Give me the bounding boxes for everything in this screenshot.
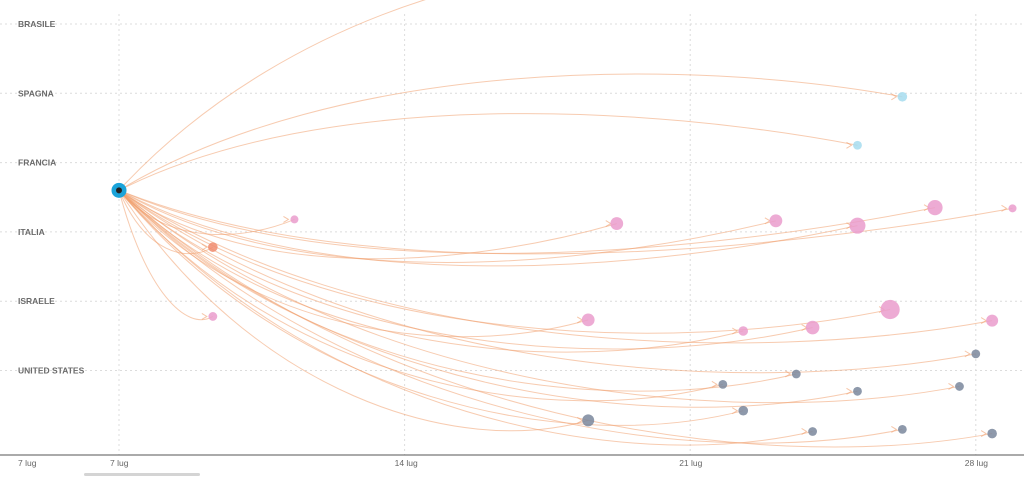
link-path [118, 189, 813, 350]
event-node[interactable] [897, 425, 907, 434]
link-path [118, 189, 976, 374]
event-node[interactable] [791, 369, 801, 379]
event-node[interactable] [897, 91, 908, 102]
row-label: ITALIA [18, 227, 45, 237]
link-arrowhead [1001, 204, 1008, 212]
event-node[interactable] [927, 200, 943, 216]
label-layer: BRASILE SPAGNA FRANCIA ITALIA ISRAELE UNITED … [18, 19, 988, 468]
link-arrowhead [891, 93, 898, 101]
x-tick-label: 7 lug [110, 458, 129, 468]
link-arrowhead [948, 383, 955, 390]
link-path [118, 190, 589, 432]
link-arrowhead [980, 317, 988, 325]
row-label: SPAGNA [18, 88, 54, 98]
link-arrowhead [846, 141, 853, 149]
x-tick-label: 7 lug [18, 458, 37, 468]
event-node[interactable] [582, 414, 595, 427]
link-path [118, 189, 903, 444]
row-label: ISRAELE [18, 296, 55, 306]
event-node[interactable] [853, 386, 862, 396]
event-node[interactable] [718, 379, 728, 389]
row-label: BRASILE [18, 19, 56, 29]
link-arrowhead [731, 407, 739, 415]
row-label: UNITED STATES [18, 366, 85, 376]
link-path [118, 189, 936, 254]
row-label: FRANCIA [18, 158, 56, 168]
link-path [118, 189, 589, 338]
link-path [118, 189, 813, 446]
link-arrowhead [846, 387, 853, 395]
link-arrowhead [731, 327, 739, 335]
link-path [118, 189, 993, 448]
link-path [118, 189, 797, 392]
x-tick-label: 28 lug [965, 458, 988, 468]
link-path [118, 189, 1013, 255]
link-arrowhead [891, 425, 898, 433]
link-path [118, 189, 776, 263]
link-layer [118, 0, 1013, 448]
event-node[interactable] [955, 382, 964, 391]
source-node-core [116, 187, 122, 194]
event-node[interactable] [610, 217, 624, 230]
event-node[interactable] [208, 242, 218, 252]
link-path [118, 190, 744, 426]
link-path [118, 189, 993, 344]
event-node[interactable] [880, 299, 900, 320]
node-layer [111, 91, 1017, 439]
event-node[interactable] [986, 314, 999, 327]
x-tick-label: 21 lug [679, 458, 702, 468]
event-node[interactable] [805, 320, 820, 335]
event-node[interactable] [971, 349, 981, 359]
link-arrowhead [201, 313, 208, 320]
event-node[interactable] [987, 428, 997, 439]
event-node[interactable] [581, 313, 595, 327]
link-arrowhead [980, 430, 988, 437]
link-path [118, 113, 858, 191]
event-node[interactable] [849, 217, 866, 234]
grid-layer [0, 14, 1024, 456]
event-node[interactable] [738, 326, 749, 336]
event-node[interactable] [290, 215, 299, 224]
link-arrowhead [711, 380, 718, 388]
event-node[interactable] [853, 140, 862, 150]
event-node[interactable] [738, 405, 749, 416]
x-tick-label: 14 lug [395, 458, 418, 468]
link-path [118, 189, 858, 267]
link-path [118, 189, 960, 404]
link-path [118, 189, 617, 260]
link-path [118, 189, 891, 334]
event-node[interactable] [1008, 204, 1017, 213]
link-path [118, 189, 723, 402]
link-path [118, 73, 903, 191]
link-path [118, 0, 427, 191]
link-arrowhead [283, 215, 290, 223]
event-node[interactable] [208, 312, 218, 321]
link-arrowhead [964, 350, 971, 358]
event-node[interactable] [769, 214, 783, 228]
horizontal-scrollbar[interactable] [84, 473, 200, 476]
event-node[interactable] [808, 427, 817, 436]
link-arrowhead [801, 428, 808, 435]
link-path [118, 189, 858, 408]
link-path [118, 189, 744, 353]
